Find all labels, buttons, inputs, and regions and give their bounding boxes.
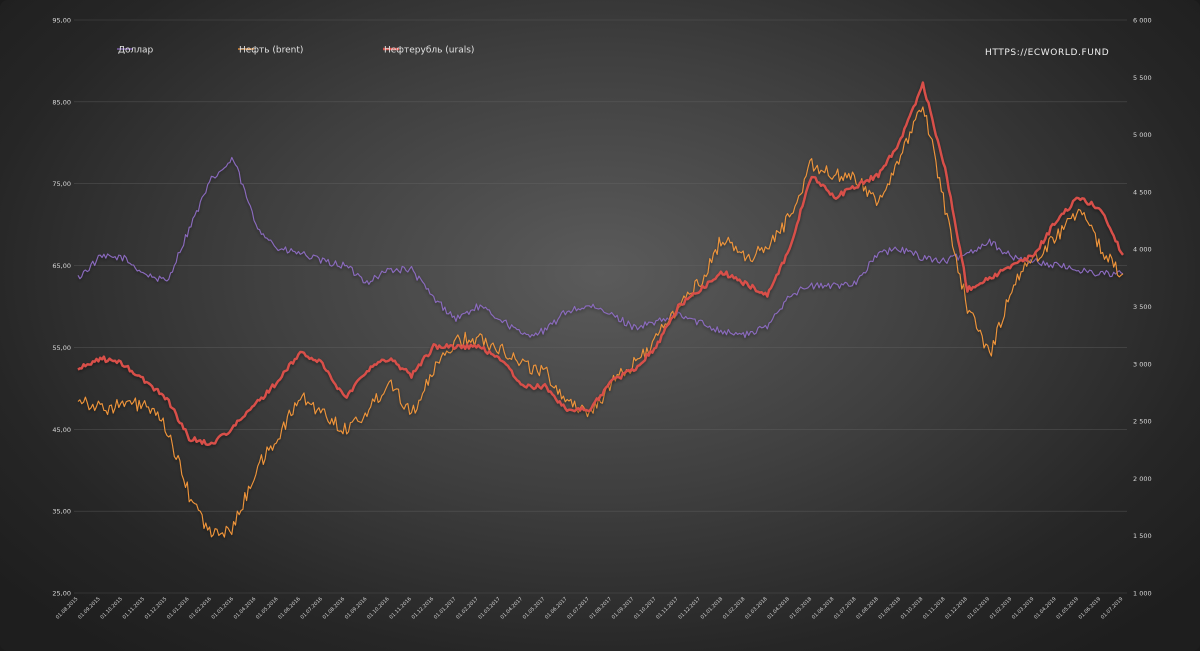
watermark-url: HTTPS://ECWORLD.FUND [985, 48, 1109, 58]
x-tick-label: 01.01.2017 [433, 596, 457, 620]
x-tick-label: 01.01.2018 [700, 596, 724, 620]
x-tick-label: 01.12.2016 [411, 596, 435, 620]
series-line-1 [77, 106, 1124, 538]
x-tick-label: 01.09.2016 [344, 596, 368, 620]
x-tick-label: 01.10.2017 [633, 596, 657, 620]
x-tick-label: 01.08.2018 [855, 596, 879, 620]
x-tick-label: 01.06.2017 [544, 596, 568, 620]
left-tick-label: 85,00 [52, 98, 71, 106]
x-tick-label: 01.06.2016 [277, 596, 301, 620]
x-tick-label: 01.04.2019 [1033, 596, 1057, 620]
x-tick-label: 01.06.2018 [811, 596, 835, 620]
right-tick-label: 1 500 [1133, 532, 1152, 540]
x-tick-label: 01.05.2016 [255, 596, 279, 620]
left-tick-label: 25,00 [52, 590, 71, 598]
x-tick-label: 01.07.2016 [299, 596, 323, 620]
x-tick-label: 01.04.2016 [233, 596, 257, 620]
x-tick-label: 01.01.2019 [967, 596, 991, 620]
x-tick-label: 01.03.2019 [1011, 596, 1035, 620]
x-tick-label: 01.11.2015 [122, 596, 146, 620]
right-tick-label: 1 000 [1133, 590, 1152, 598]
legend-label: Доллар [118, 46, 154, 56]
x-tick-label: 01.12.2017 [677, 596, 701, 620]
x-tick-label: 01.02.2017 [455, 596, 479, 620]
right-tick-label: 3 500 [1133, 303, 1152, 311]
x-tick-label: 01.03.2016 [211, 596, 235, 620]
x-tick-label: 01.03.2017 [477, 596, 501, 620]
right-tick-label: 5 500 [1133, 74, 1152, 82]
left-tick-label: 75,00 [52, 180, 71, 188]
x-tick-label: 01.09.2015 [77, 596, 101, 620]
left-tick-label: 55,00 [52, 344, 71, 352]
x-tick-label: 01.04.2018 [766, 596, 790, 620]
left-axis: 25,00 35,00 45,00 55,00 65,00 75,00 85,00 95,00 [52, 17, 71, 598]
x-tick-label: 01.10.2016 [366, 596, 390, 620]
x-tick-label: 01.11.2017 [655, 596, 679, 620]
right-tick-label: 6 000 [1133, 17, 1152, 25]
left-tick-label: 95,00 [52, 17, 71, 25]
x-tick-label: 01.02.2016 [188, 596, 212, 620]
x-tick-label: 01.01.2016 [166, 596, 190, 620]
right-axis: 1 000 1 500 2 000 2 500 3 000 3 500 4 000 4 500… [1133, 17, 1152, 598]
gridlines [74, 19, 1127, 594]
x-tick-label: 01.08.2015 [55, 596, 79, 620]
left-tick-label: 35,00 [52, 508, 71, 516]
left-tick-label: 45,00 [52, 426, 71, 434]
x-tick-label: 01.07.2017 [566, 596, 590, 620]
right-tick-label: 2 000 [1133, 475, 1152, 483]
series-line-0 [77, 156, 1124, 339]
x-tick-label: 01.09.2018 [878, 596, 902, 620]
x-tick-label: 01.12.2018 [944, 596, 968, 620]
x-tick-label: 01.05.2019 [1055, 596, 1079, 620]
x-tick-label: 01.05.2018 [789, 596, 813, 620]
right-tick-label: 2 500 [1133, 418, 1152, 426]
x-tick-label: 01.07.2018 [833, 596, 857, 620]
x-tick-label: 01.03.2018 [744, 596, 768, 620]
legend-label: Нефтерубль (urals) [384, 46, 474, 56]
x-tick-label: 01.02.2019 [989, 596, 1013, 620]
x-tick-label: 01.05.2017 [522, 596, 546, 620]
left-tick-label: 65,00 [52, 262, 71, 270]
x-tick-label: 01.10.2015 [99, 596, 123, 620]
x-tick-label: 01.11.2018 [922, 596, 946, 620]
right-tick-label: 5 000 [1133, 131, 1152, 139]
right-tick-label: 3 000 [1133, 360, 1152, 368]
legend: Доллар Нефть (brent) Нефтерубль (urals) [117, 46, 474, 56]
series-line-2 [77, 81, 1124, 446]
x-tick-label: 01.11.2016 [388, 596, 412, 620]
x-tick-label: 01.02.2018 [722, 596, 746, 620]
x-tick-label: 01.06.2019 [1078, 596, 1102, 620]
series-lines [77, 81, 1124, 538]
x-tick-label: 01.10.2018 [900, 596, 924, 620]
x-tick-label: 01.09.2017 [611, 596, 635, 620]
x-tick-label: 01.12.2015 [144, 596, 168, 620]
x-tick-label: 01.08.2017 [589, 596, 613, 620]
right-tick-label: 4 500 [1133, 188, 1152, 196]
legend-label: Нефть (brent) [239, 46, 303, 56]
x-tick-label: 01.07.2019 [1100, 596, 1124, 620]
right-tick-label: 4 000 [1133, 246, 1152, 254]
x-tick-label: 01.04.2017 [500, 596, 524, 620]
x-tick-label: 01.08.2016 [322, 596, 346, 620]
x-axis: 01.08.201501.09.201501.10.201501.11.2015… [55, 596, 1124, 620]
